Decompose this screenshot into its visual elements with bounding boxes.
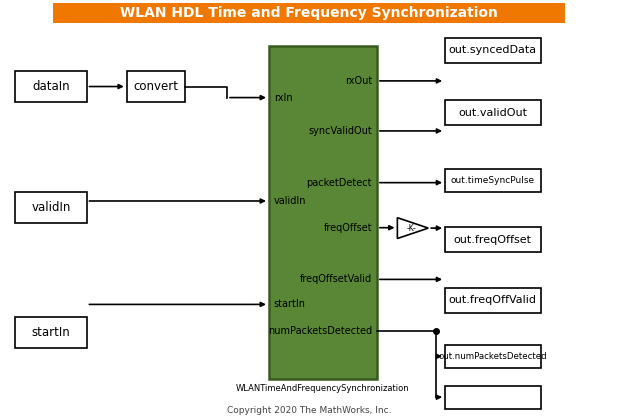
Text: startIn: startIn [32, 326, 70, 339]
Text: Copyright 2020 The MathWorks, Inc.: Copyright 2020 The MathWorks, Inc. [227, 406, 391, 415]
Bar [445, 100, 541, 125]
Text: out.freqOffset: out.freqOffset [454, 235, 532, 245]
Text: freqOffset: freqOffset [323, 223, 372, 233]
Bar [445, 169, 541, 192]
Bar [127, 71, 185, 102]
Text: WLAN HDL Time and Frequency Synchronization: WLAN HDL Time and Frequency Synchronizat… [120, 6, 498, 20]
Bar [15, 317, 87, 348]
Bar [445, 386, 541, 409]
Text: out.timeSyncPulse: out.timeSyncPulse [451, 176, 535, 185]
Text: out.numPacketsDetected: out.numPacketsDetected [439, 352, 547, 361]
Text: out.freqOffValid: out.freqOffValid [449, 295, 537, 305]
Bar [269, 46, 377, 379]
Bar [445, 345, 541, 368]
Text: syncValidOut: syncValidOut [308, 126, 372, 136]
Text: convert: convert [133, 80, 179, 93]
Text: rxIn: rxIn [274, 93, 292, 103]
Bar [445, 38, 541, 63]
Bar [15, 71, 87, 102]
Text: packetDetect: packetDetect [307, 178, 372, 188]
Polygon shape [397, 218, 428, 239]
Text: validIn: validIn [274, 196, 307, 206]
Text: startIn: startIn [274, 299, 306, 309]
Bar [445, 288, 541, 313]
Bar [53, 3, 565, 23]
Bar [15, 192, 87, 223]
Text: validIn: validIn [32, 201, 70, 214]
Text: -K-: -K- [407, 224, 416, 233]
Bar [445, 227, 541, 252]
Text: out.validOut: out.validOut [459, 108, 527, 118]
Text: dataIn: dataIn [32, 80, 70, 93]
Text: freqOffsetValid: freqOffsetValid [300, 274, 372, 284]
Text: out.syncedData: out.syncedData [449, 45, 537, 55]
Text: rxOut: rxOut [345, 76, 372, 86]
Text: WLANTimeAndFrequencySynchronization: WLANTimeAndFrequencySynchronization [236, 384, 410, 393]
Text: numPacketsDetected: numPacketsDetected [268, 326, 372, 336]
